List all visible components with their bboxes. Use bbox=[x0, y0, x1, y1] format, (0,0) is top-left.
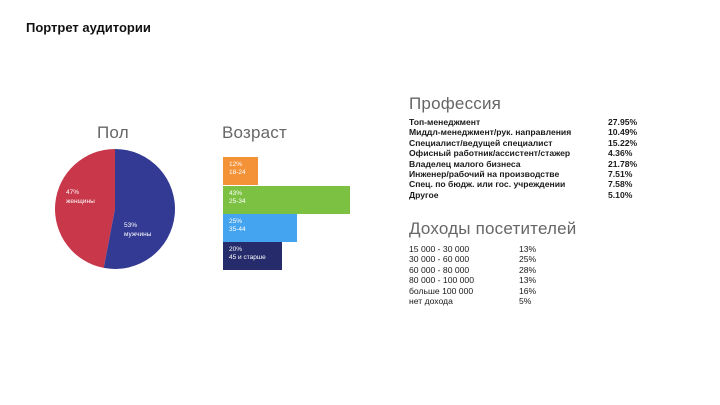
pie-label-men: мужчины bbox=[124, 231, 152, 238]
profession-row: Владелец малого бизнеса 21.78% bbox=[409, 159, 637, 169]
profession-title: Профессия bbox=[409, 94, 502, 113]
profession-label: Спец. по бюдж. или гос. учреждении bbox=[409, 179, 566, 190]
profession-label: Топ-менеджмент bbox=[409, 117, 481, 127]
profession-value: 27.95% bbox=[608, 117, 638, 127]
profession-value: 7.58% bbox=[608, 179, 633, 190]
income-label: 15 000 - 30 000 bbox=[409, 244, 470, 254]
profession-label: Офисный работник/ассистент/стажер bbox=[409, 148, 571, 159]
pie-label-women: женщины bbox=[66, 198, 95, 205]
profession-row: Инженер/рабочий на производстве 7.51% bbox=[409, 169, 637, 179]
income-label: больше 100 000 bbox=[409, 285, 474, 296]
age-bar-pct: 20% bbox=[229, 246, 243, 253]
income-value: 13% bbox=[519, 275, 537, 286]
income-row: 15 000 - 30 000 13% bbox=[409, 244, 536, 254]
income-label: 60 000 - 80 000 bbox=[409, 264, 470, 275]
profession-value: 10.49% bbox=[608, 127, 638, 138]
profession-label: Другое bbox=[409, 189, 439, 200]
profession-row: Специалист/ведущей специалист 15.22% bbox=[409, 138, 637, 148]
age-bar-pct: 43% bbox=[229, 190, 243, 197]
profession-row: Другое 5.10% bbox=[409, 190, 637, 200]
profession-row: Миддл-менеджмент/рук. направления 10.49% bbox=[409, 127, 637, 137]
age-bar-45-plus: 20% 45 и старше bbox=[223, 242, 283, 270]
profession-value: 4.36% bbox=[608, 148, 633, 159]
gender-title: Пол bbox=[97, 123, 129, 142]
profession-value: 21.78% bbox=[608, 158, 638, 169]
income-row: нет дохода 5% bbox=[409, 296, 536, 306]
profession-value: 7.51% bbox=[608, 169, 633, 180]
age-title: Возраст bbox=[222, 123, 287, 142]
age-bar-range: 18-24 bbox=[229, 169, 246, 176]
income-row: больше 100 000 16% bbox=[409, 286, 536, 296]
age-bar-25-34: 43% 25-34 bbox=[223, 186, 350, 214]
income-label: нет дохода bbox=[409, 296, 453, 307]
pie-slice-men bbox=[103, 149, 175, 269]
income-value: 16% bbox=[519, 285, 537, 296]
age-bar-35-44: 25% 35-44 bbox=[223, 214, 297, 242]
pie-label-women-pct: 47% bbox=[66, 189, 79, 196]
income-value: 13% bbox=[519, 244, 537, 254]
income-row: 60 000 - 80 000 28% bbox=[409, 265, 536, 275]
income-row: 30 000 - 60 000 25% bbox=[409, 254, 536, 264]
profession-label: Специалист/ведущей специалист bbox=[409, 137, 553, 148]
age-bar-range: 35-44 bbox=[229, 226, 246, 233]
profession-value: 5.10% bbox=[608, 189, 633, 200]
income-value: 28% bbox=[519, 264, 537, 275]
gender-pie-chart: 47% женщины 53% мужчины bbox=[54, 149, 175, 269]
profession-label: Владелец малого бизнеса bbox=[409, 158, 521, 169]
profession-row: Топ-менеджмент 27.95% bbox=[409, 117, 637, 127]
income-value: 5% bbox=[519, 296, 532, 307]
profession-list: Топ-менеджмент 27.95% Миддл-менеджмент/ру… bbox=[409, 117, 637, 200]
income-label: 80 000 - 100 000 bbox=[409, 275, 474, 286]
pie-slice-women bbox=[54, 149, 115, 268]
age-bar-pct: 25% bbox=[229, 218, 243, 225]
age-bar-range: 45 и старше bbox=[229, 254, 266, 261]
profession-label: Инженер/рабочий на производстве bbox=[409, 169, 560, 180]
income-value: 25% bbox=[519, 254, 537, 265]
profession-row: Спец. по бюдж. или гос. учреждении 7.58% bbox=[409, 179, 637, 189]
income-list: 15 000 - 30 000 13% 30 000 - 60 000 25% 60… bbox=[409, 244, 536, 306]
page-title: Портрет аудитории bbox=[26, 20, 151, 35]
age-bar-range: 25-34 bbox=[229, 198, 246, 205]
profession-row: Офисный работник/ассистент/стажер 4.36% bbox=[409, 148, 637, 158]
income-label: 30 000 - 60 000 bbox=[409, 254, 470, 265]
income-row: 80 000 - 100 000 13% bbox=[409, 275, 536, 285]
profession-label: Миддл-менеджмент/рук. направления bbox=[409, 127, 572, 138]
pie-label-men-pct: 53% bbox=[124, 222, 137, 229]
profession-value: 15.22% bbox=[608, 137, 638, 148]
age-bar-18-24: 12% 18-24 bbox=[223, 157, 259, 185]
age-bar-pct: 12% bbox=[229, 161, 243, 168]
income-title: Доходы посетителей bbox=[409, 219, 577, 238]
